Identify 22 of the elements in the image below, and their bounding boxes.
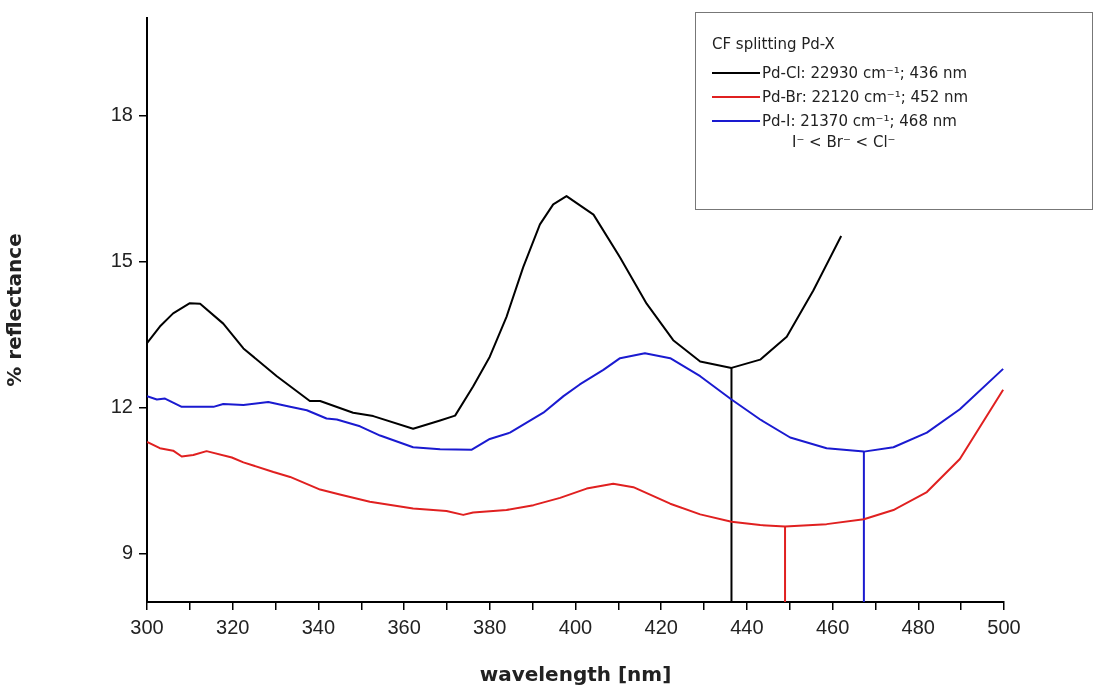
- y-tick-label: 15: [110, 248, 133, 271]
- y-tick-label: 9: [121, 540, 133, 563]
- legend-label: Pd-I: 21370 cm⁻¹; 468 nm: [762, 112, 957, 130]
- x-tick-label: 340: [301, 615, 336, 638]
- x-tick-label: 440: [730, 615, 764, 638]
- y-axis-title: % reflectance: [2, 233, 27, 387]
- x-tick-label: 500: [987, 615, 1021, 638]
- annotation: I⁻ < Br⁻ < Cl⁻: [791, 133, 897, 153]
- x-tick-label: 300: [130, 615, 164, 638]
- legend-label: Pd-Cl: 22930 cm⁻¹; 436 nm: [762, 64, 968, 82]
- x-tick-label: 360: [387, 615, 421, 638]
- x-tick-label: 400: [558, 615, 593, 638]
- x-tick-label: 320: [216, 615, 250, 638]
- x-tick-label: 420: [644, 615, 678, 638]
- legend-title: CF splitting Pd-X: [712, 35, 836, 55]
- y-tick-label: 18: [110, 102, 133, 125]
- x-tick-label: 380: [473, 615, 507, 638]
- x-tick-label: 460: [815, 615, 850, 638]
- legend-label: Pd-Br: 22120 cm⁻¹; 452 nm: [762, 88, 969, 106]
- x-axis-title: wavelength [nm]: [479, 662, 672, 687]
- y-tick-label: 12: [110, 394, 133, 417]
- x-tick-label: 480: [901, 615, 935, 638]
